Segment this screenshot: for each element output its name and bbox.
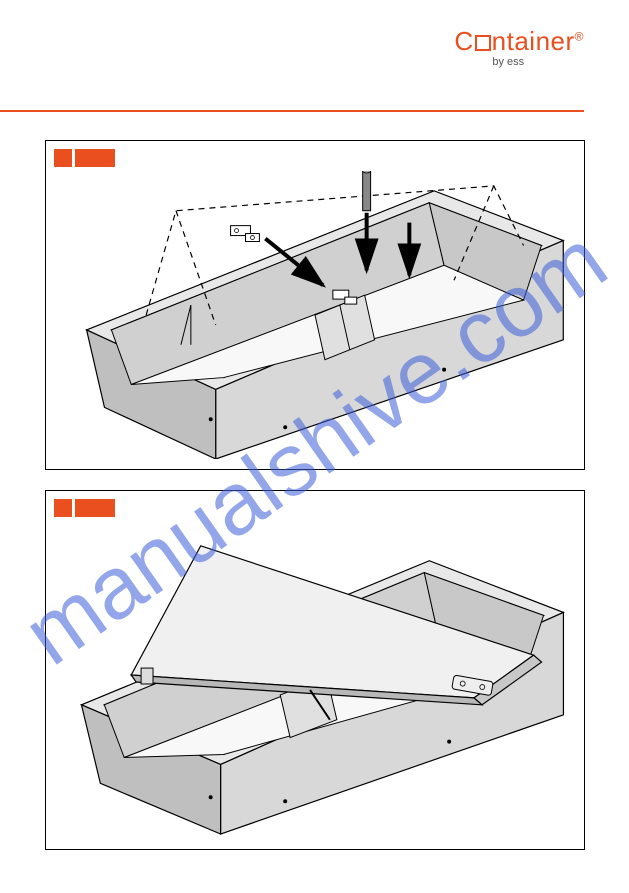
header-rule — [0, 110, 584, 112]
bracket-part — [231, 226, 260, 242]
brand-byline: by ess — [492, 56, 584, 68]
brand-header: Cntainer® by ess — [454, 28, 584, 68]
brand-letter-c: C — [454, 26, 473, 56]
rivet — [283, 425, 287, 429]
brand-rest: ntainer — [492, 26, 575, 56]
brand-name: Cntainer® — [454, 28, 584, 54]
rivet — [209, 417, 213, 421]
rivet — [442, 368, 446, 372]
instruction-panel-1 — [45, 140, 585, 470]
rivet — [209, 795, 213, 799]
brand-square-icon — [475, 35, 491, 51]
step-tag — [54, 499, 115, 517]
diagram-2 — [56, 521, 574, 839]
instruction-panel-2 — [45, 490, 585, 850]
step-tag-wide — [75, 149, 115, 167]
pin-part — [363, 171, 371, 211]
step-tag-square — [54, 499, 72, 517]
step-tag — [54, 149, 115, 167]
hinge-left — [141, 668, 153, 684]
rivet — [447, 740, 451, 744]
registered-mark: ® — [575, 29, 584, 43]
rivet — [283, 799, 287, 803]
step-tag-square — [54, 149, 72, 167]
diagram-1 — [56, 171, 574, 459]
step-tag-wide — [75, 499, 115, 517]
